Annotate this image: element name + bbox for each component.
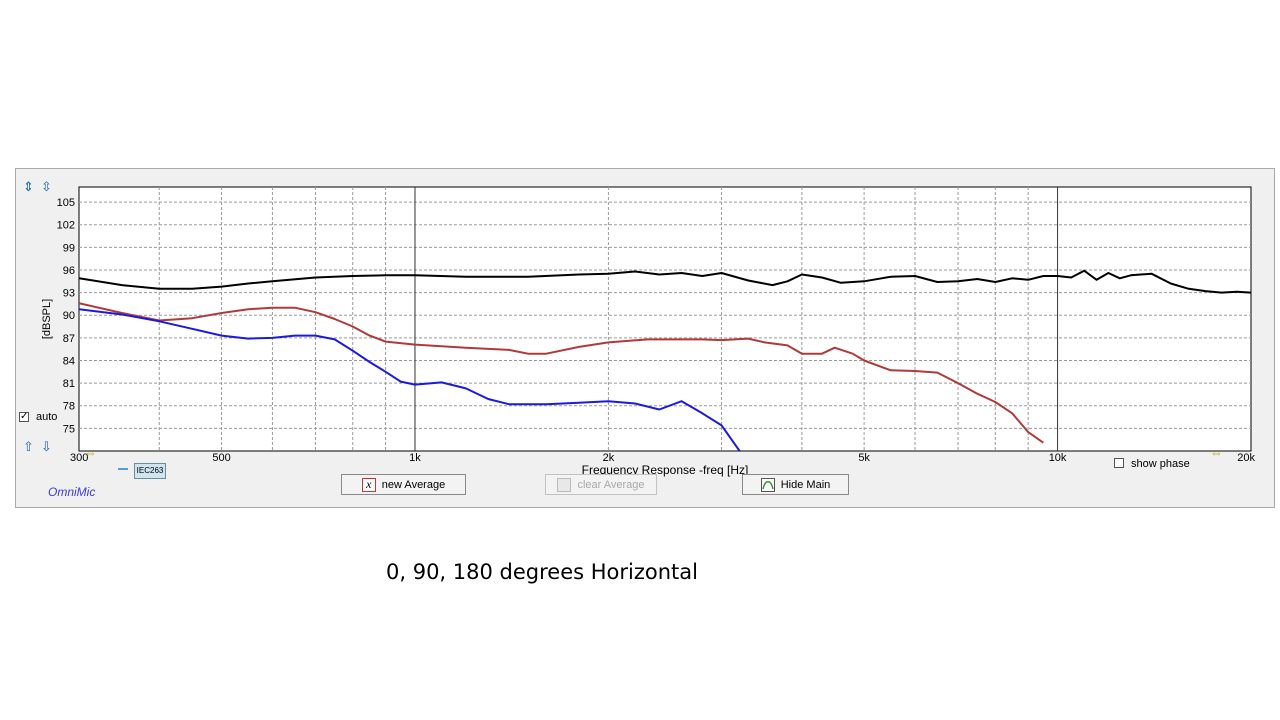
auto-label: auto <box>36 411 58 423</box>
y-tick-label: 75 <box>63 423 75 435</box>
y-tick-label: 96 <box>63 265 75 277</box>
auto-checkbox[interactable]: ✓ <box>19 411 29 422</box>
series-line-1 <box>79 269 1251 294</box>
shift-down-icon[interactable]: ⇩ <box>41 439 52 454</box>
clear-icon <box>557 477 572 492</box>
series-layer <box>79 269 1251 451</box>
y-tick-label: 99 <box>63 242 75 254</box>
series-line-2 <box>79 302 1044 444</box>
hide-main-label: Hide Main <box>780 478 831 491</box>
brand-label: OmniMic <box>48 485 96 499</box>
x-tick-label: 2k <box>603 452 615 464</box>
x-shift-left-icon[interactable]: ⇔ <box>84 445 97 460</box>
grid <box>79 187 1251 451</box>
legend-dash <box>118 468 128 470</box>
scale-up-icon[interactable]: ⇕ <box>23 179 34 194</box>
average-icon: x <box>361 477 376 492</box>
y-tick-label: 102 <box>57 220 75 232</box>
y-tick-label: 84 <box>63 355 75 367</box>
axis-labels: 75 78 81 84 87 90 93 96 99 102 105 300 500 1k 2k 5k 10k 2… <box>57 197 1256 464</box>
figure-caption: 0, 90, 180 degrees Horizontal <box>386 560 698 584</box>
plot-area <box>78 186 1252 452</box>
y-tick-label: 81 <box>63 378 75 390</box>
x-tick-label: 10k <box>1049 452 1067 464</box>
y-tick-label: 90 <box>63 310 75 322</box>
scale-down-icon[interactable]: ⇳ <box>41 179 52 194</box>
new-average-label: new Average <box>381 478 446 491</box>
x-shift-right-icon[interactable]: ⇔ <box>1210 445 1223 460</box>
clear-average-label: clear Average <box>577 478 645 491</box>
series-line-3 <box>79 308 741 451</box>
x-axis-label: Frequency Response -freq [Hz] <box>582 463 749 477</box>
clear-average-button[interactable]: clear Average <box>545 474 657 495</box>
shift-up-icon[interactable]: ⇧ <box>23 439 34 454</box>
y-axis-label: [dBSPL] <box>41 299 53 339</box>
legend-tag[interactable]: IEC263 <box>134 463 166 479</box>
x-tick-label: 300 <box>70 452 88 464</box>
y-tick-label: 78 <box>63 401 75 413</box>
x-tick-label: 5k <box>858 452 870 464</box>
new-average-button[interactable]: x new Average <box>341 474 466 495</box>
show-phase-checkbox[interactable] <box>1114 458 1124 468</box>
x-tick-label: 500 <box>212 452 230 464</box>
x-tick-label: 1k <box>409 452 421 464</box>
y-tick-label: 93 <box>63 288 75 300</box>
show-phase-label: show phase <box>1131 458 1190 470</box>
y-tick-label: 105 <box>57 197 75 209</box>
curve-icon <box>760 477 775 492</box>
hide-main-button[interactable]: Hide Main <box>742 474 849 495</box>
y-tick-label: 87 <box>63 333 75 345</box>
x-tick-label: 20k <box>1237 452 1255 464</box>
